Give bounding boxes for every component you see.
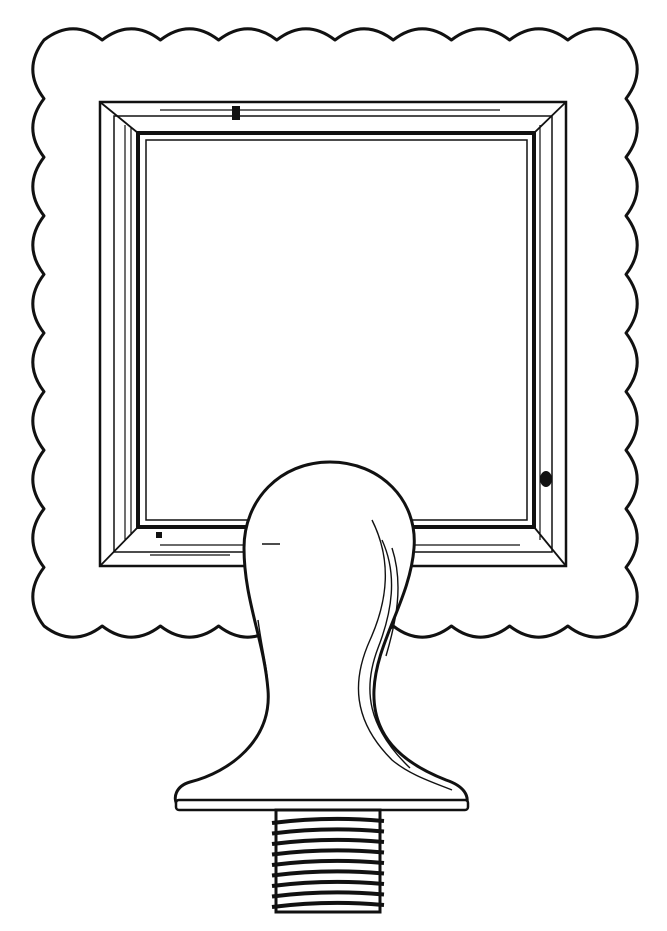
screw-thread-line [271, 890, 385, 899]
screw-thread-line [271, 858, 385, 867]
screw-threads [271, 816, 385, 909]
screw-thread-line [271, 816, 385, 825]
screw-thread-line [271, 848, 385, 857]
screw-thread-line [271, 869, 385, 878]
stem-knob-shading [257, 519, 453, 791]
screw-thread-line [271, 879, 385, 888]
screw-thread-line [271, 827, 385, 836]
frame-miter-lines [99, 101, 567, 567]
screw-thread-line [271, 900, 385, 909]
screw-thread-line [271, 837, 385, 846]
threaded-screw [271, 808, 385, 914]
